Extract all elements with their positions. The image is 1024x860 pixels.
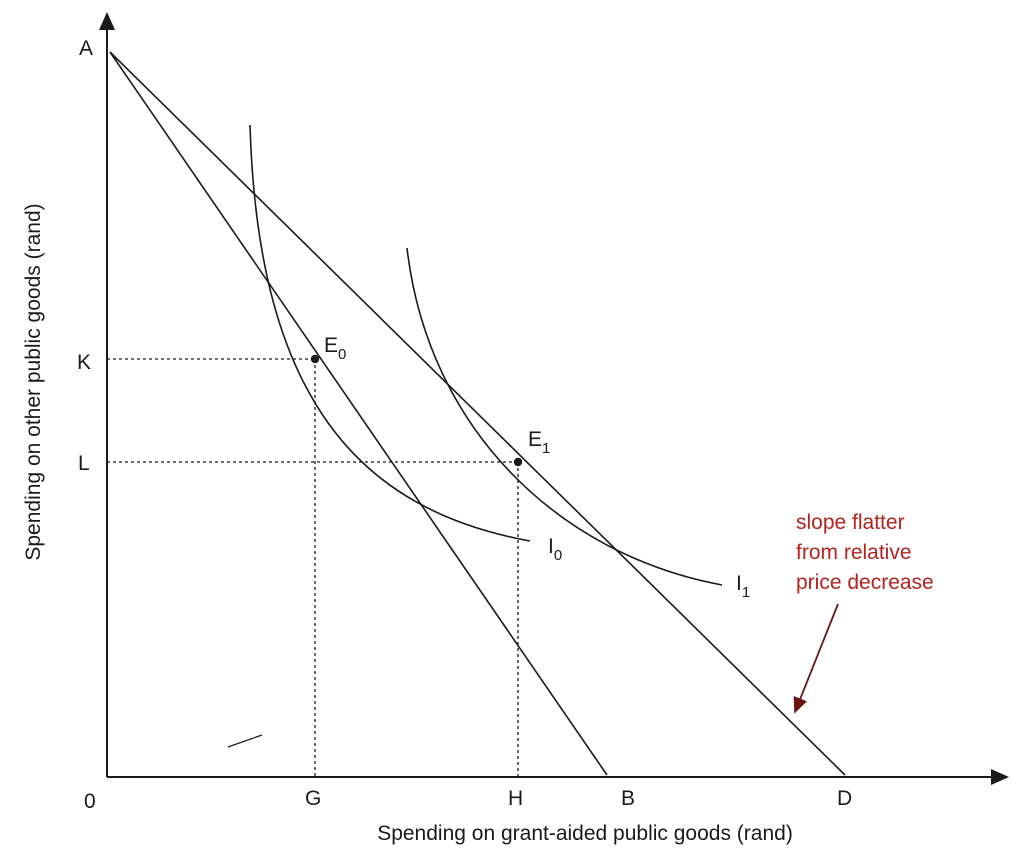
guide-lines xyxy=(107,358,519,777)
point-label-k: K xyxy=(77,351,91,374)
stray-mark xyxy=(227,734,263,748)
equilibrium-point-e1 xyxy=(513,457,523,467)
point-label-b: B xyxy=(621,787,635,810)
point-label-l: L xyxy=(78,452,90,475)
curve-label-i1: I1 xyxy=(736,572,750,601)
origin-label: 0 xyxy=(84,790,96,813)
indifference-curve-i1 xyxy=(406,247,723,586)
point-label-d: D xyxy=(837,787,852,810)
annotation-arrow xyxy=(793,603,839,714)
curve-label-i0: I0 xyxy=(548,535,562,564)
equilibrium-label-e0: E0 xyxy=(324,334,346,363)
annotation-line-1: slope flatter xyxy=(796,511,905,534)
equilibrium-label-e1: E1 xyxy=(528,428,550,457)
point-label-h: H xyxy=(508,787,523,810)
point-label-a: A xyxy=(79,37,93,60)
x-axis-title: Spending on grant-aided public goods (ra… xyxy=(377,822,793,845)
y-axis-title: Spending on other public goods (rand) xyxy=(22,203,45,560)
indifference-curve-i0 xyxy=(249,124,531,542)
annotation-line-3: price decrease xyxy=(796,571,934,594)
slope-annotation: slope flatter from relative price decrea… xyxy=(793,511,934,714)
equilibrium-point-e0 xyxy=(310,354,320,364)
point-label-g: G xyxy=(305,787,321,810)
budget-line-ab xyxy=(109,51,608,776)
budget-line-ad xyxy=(109,51,846,776)
annotation-line-2: from relative xyxy=(796,541,912,564)
